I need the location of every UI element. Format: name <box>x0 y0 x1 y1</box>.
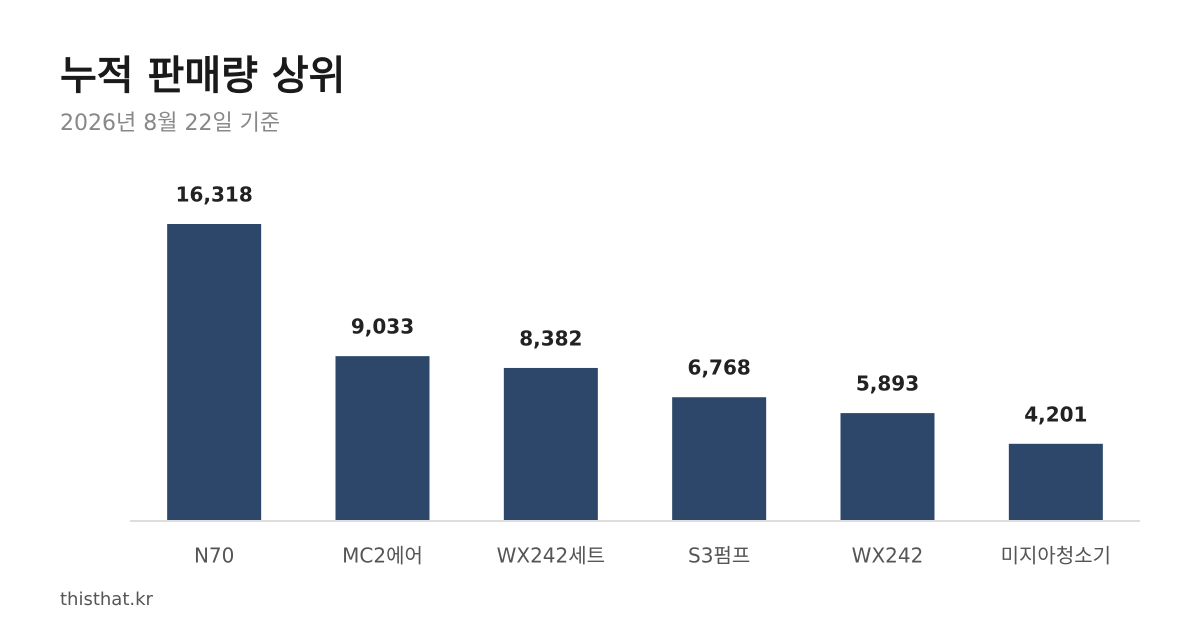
value-label: 8,382 <box>519 326 582 350</box>
value-label: 9,033 <box>351 315 414 339</box>
value-label: 6,768 <box>688 356 751 380</box>
x-tick-label: S3펌프 <box>688 544 750 568</box>
source: thisthat.kr <box>60 589 154 610</box>
bar <box>1008 443 1103 520</box>
bar <box>840 413 935 520</box>
x-tick-label: WX242 <box>852 544 924 568</box>
value-label: 16,318 <box>176 183 253 207</box>
bar <box>335 356 430 520</box>
x-tick-label: MC2에어 <box>342 544 423 568</box>
value-label: 4,201 <box>1024 402 1087 426</box>
bar <box>672 397 767 520</box>
x-tick-label: WX242세트 <box>497 544 605 568</box>
chart-title: 누적 판매량 상위 <box>60 53 345 99</box>
bar <box>503 367 598 520</box>
chart-subtitle: 2026년 8월 22일 기준 <box>60 111 280 136</box>
value-label: 5,893 <box>856 372 919 396</box>
bar <box>167 224 262 520</box>
x-tick-label: N70 <box>194 544 234 568</box>
x-tick-label: 미지아청소기 <box>1001 544 1111 568</box>
